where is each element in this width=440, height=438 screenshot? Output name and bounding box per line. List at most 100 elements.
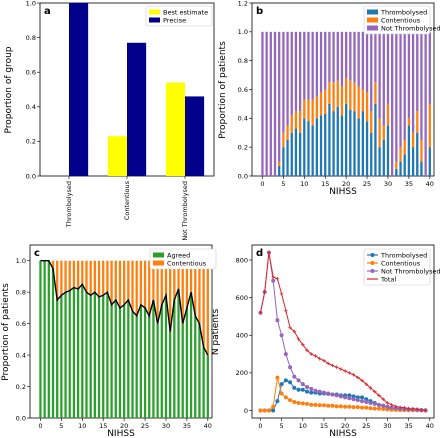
panel-d-legend-label: Total	[380, 275, 396, 283]
panel-a-letter: a	[44, 6, 51, 17]
panel-b-xlabel: NIHSS	[329, 187, 357, 197]
panel-b-bar	[407, 125, 411, 176]
panel-b-bar	[340, 115, 344, 176]
panel-a-ytick-label: 0.4	[26, 103, 36, 111]
panel-b-bar	[344, 31, 348, 78]
panel-b-bar	[378, 31, 381, 119]
panel-b-bar	[370, 132, 373, 176]
panel-b-bar	[386, 125, 390, 176]
panel-a-xtick-label: Contentious	[123, 180, 131, 220]
panel-d-point	[389, 405, 394, 410]
panel-c-bar	[114, 300, 117, 418]
panel-d-point	[338, 404, 343, 409]
panel-b-bar	[319, 31, 323, 93]
panel-d-xlabel: NIHSS	[329, 429, 357, 438]
panel-c-legend-label: Agreed	[167, 251, 190, 259]
panel-b-bar	[353, 82, 356, 112]
panel-d-ytick-label: 200	[236, 369, 248, 377]
panel-b-bar	[428, 31, 431, 104]
panel-d-xtick-label: 0	[258, 422, 262, 430]
panel-c-bar	[72, 260, 76, 288]
panel-b-bar	[278, 165, 281, 176]
panel-b-bar	[332, 82, 335, 112]
panel-d-point	[347, 371, 352, 375]
panel-d-point	[423, 408, 428, 413]
panel-d-point	[283, 378, 288, 383]
panel-c-bar	[152, 260, 155, 301]
panel-b-bar	[370, 31, 373, 112]
panel-c-bar	[118, 260, 122, 308]
panel-b-ytick-label: 0.6	[238, 86, 248, 94]
panel-d-point	[364, 405, 369, 410]
panel-c-bar	[60, 260, 63, 296]
panel-d-point	[262, 408, 267, 413]
panel-c-bar	[110, 260, 113, 305]
panel-b-bar	[365, 121, 369, 176]
panel-c-bar	[127, 260, 130, 301]
panel-c-ytick-label: 0.6	[16, 320, 26, 328]
panel-d-point	[339, 367, 343, 371]
panel-c-bar	[85, 292, 88, 418]
panel-c-bar	[131, 311, 134, 418]
panel-b-bar	[294, 128, 298, 176]
panel-c-ytick-label: 0.8	[16, 288, 26, 296]
panel-c-bar	[135, 260, 138, 316]
panel-b-bar	[424, 31, 427, 177]
panel-b-ytick-label: 1.2	[238, 0, 248, 7]
panel-b-ytick-label: 0.8	[238, 57, 248, 65]
panel-a-ytick-label: 0.2	[26, 138, 36, 146]
panel-c-bar	[106, 260, 109, 293]
panel-b-bar	[416, 132, 419, 176]
panel-d-point	[279, 391, 284, 396]
panel-c-bar	[206, 355, 209, 418]
panel-c-bar	[164, 260, 168, 296]
panel-c-xtick-label: 10	[78, 422, 86, 430]
panel-b-legend-label: Contentious	[381, 16, 421, 24]
panel-c-bar	[148, 315, 151, 418]
panel-d-point	[305, 384, 310, 389]
panel-b-bar	[290, 132, 293, 176]
panel-c-bar	[189, 260, 193, 293]
panel-d-point	[279, 382, 284, 387]
panel-c-bar	[194, 260, 197, 316]
panel-d-point	[279, 292, 284, 296]
panel-c-bar	[85, 260, 88, 293]
panel-c-xtick-label: 5	[59, 422, 63, 430]
panel-c-bar	[152, 300, 155, 418]
panel-b-ytick-label: 1.0	[238, 28, 248, 36]
panel-b-bar	[416, 31, 419, 112]
panel-b-bar	[298, 111, 302, 133]
panel-c-bar	[122, 304, 126, 418]
panel-b-legend-swatch	[367, 25, 378, 31]
panel-a-ytick-label: 0.6	[26, 69, 36, 77]
panel-c-legend-label: Contentious	[167, 259, 207, 267]
panel-a-ylabel: Proportion of group	[4, 46, 14, 133]
panel-d-point	[406, 406, 411, 411]
panel-c-bar	[143, 307, 147, 418]
panel-b-bar	[357, 118, 360, 176]
panel-b-xtick-label: 25	[363, 180, 371, 188]
panel-a-xtick-label: Thrombolysed	[65, 181, 73, 228]
panel-b-bar	[336, 31, 339, 81]
panel-b-bar	[261, 31, 264, 177]
panel-c-xlabel: NIHSS	[107, 429, 135, 438]
panel-b-bar	[382, 139, 385, 176]
panel-d-point	[376, 406, 381, 411]
panel-b-bar	[374, 82, 377, 104]
panel-b-bar	[315, 118, 319, 176]
panel-d-legend-label: Contentious	[381, 259, 421, 267]
panel-b-bar	[382, 31, 385, 126]
panel-d-point	[309, 352, 314, 356]
panel-b-bar	[311, 125, 314, 176]
panel-b-bar	[294, 111, 298, 129]
panel-c-bar	[114, 260, 117, 301]
panel-b-bar	[290, 115, 293, 133]
panel-c-bar	[81, 284, 84, 418]
panel-d-point	[356, 375, 360, 380]
panel-b-bar	[328, 31, 331, 83]
panel-d-point	[271, 408, 276, 413]
panel-b-bar	[420, 161, 423, 176]
panel-b-bar	[361, 111, 365, 176]
panel-d-point	[364, 382, 369, 386]
panel-d-point	[355, 398, 360, 403]
